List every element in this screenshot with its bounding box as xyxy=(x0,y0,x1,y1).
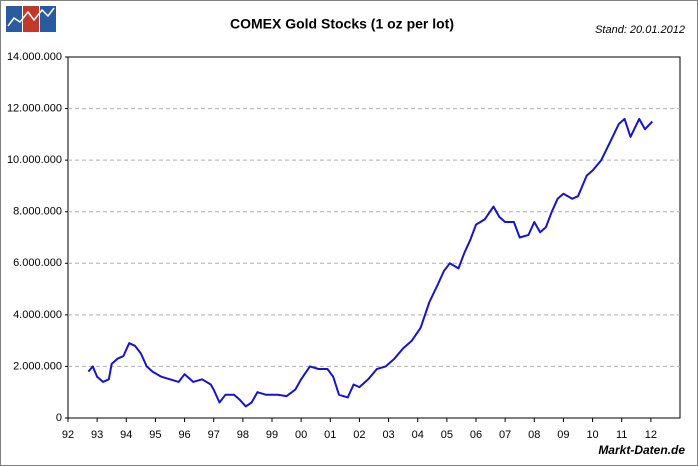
x-tick-label: 07 xyxy=(499,429,511,441)
x-tick-label: 00 xyxy=(295,429,307,441)
y-tick-label: 4.000.000 xyxy=(13,309,62,321)
subtitle: Stand: 20.01.2012 xyxy=(595,24,685,36)
chart-title: COMEX Gold Stocks (1 oz per lot) xyxy=(230,16,454,32)
x-tick-label: 08 xyxy=(528,429,540,441)
plot-area xyxy=(67,56,681,419)
x-tick-label: 09 xyxy=(557,429,569,441)
x-tick-label: 99 xyxy=(266,429,278,441)
y-tick-label: 12.000.000 xyxy=(7,102,62,114)
logo xyxy=(6,6,56,32)
x-tick-label: 04 xyxy=(412,429,424,441)
x-tick-label: 03 xyxy=(382,429,394,441)
x-tick-label: 92 xyxy=(62,429,74,441)
x-tick-label: 93 xyxy=(91,429,103,441)
y-tick-label: 6.000.000 xyxy=(13,257,62,269)
x-tick-label: 10 xyxy=(586,429,598,441)
x-tick-label: 12 xyxy=(645,429,657,441)
x-tick-label: 05 xyxy=(441,429,453,441)
x-tick-label: 97 xyxy=(208,429,220,441)
x-tick-label: 95 xyxy=(149,429,161,441)
x-tick-label: 06 xyxy=(470,429,482,441)
y-tick-label: 10.000.000 xyxy=(7,154,62,166)
y-tick-label: 0 xyxy=(56,412,62,424)
source: Markt-Daten.de xyxy=(598,443,685,457)
x-tick-label: 94 xyxy=(120,429,132,441)
x-tick-label: 02 xyxy=(353,429,365,441)
y-tick-label: 8.000.000 xyxy=(13,206,62,218)
y-tick-label: 2.000.000 xyxy=(13,360,62,372)
x-tick-label: 01 xyxy=(324,429,336,441)
y-tick-label: 14.000.000 xyxy=(7,51,62,63)
x-tick-label: 98 xyxy=(237,429,249,441)
x-tick-label: 11 xyxy=(616,429,627,441)
x-tick-label: 96 xyxy=(178,429,190,441)
data-line xyxy=(87,117,654,408)
